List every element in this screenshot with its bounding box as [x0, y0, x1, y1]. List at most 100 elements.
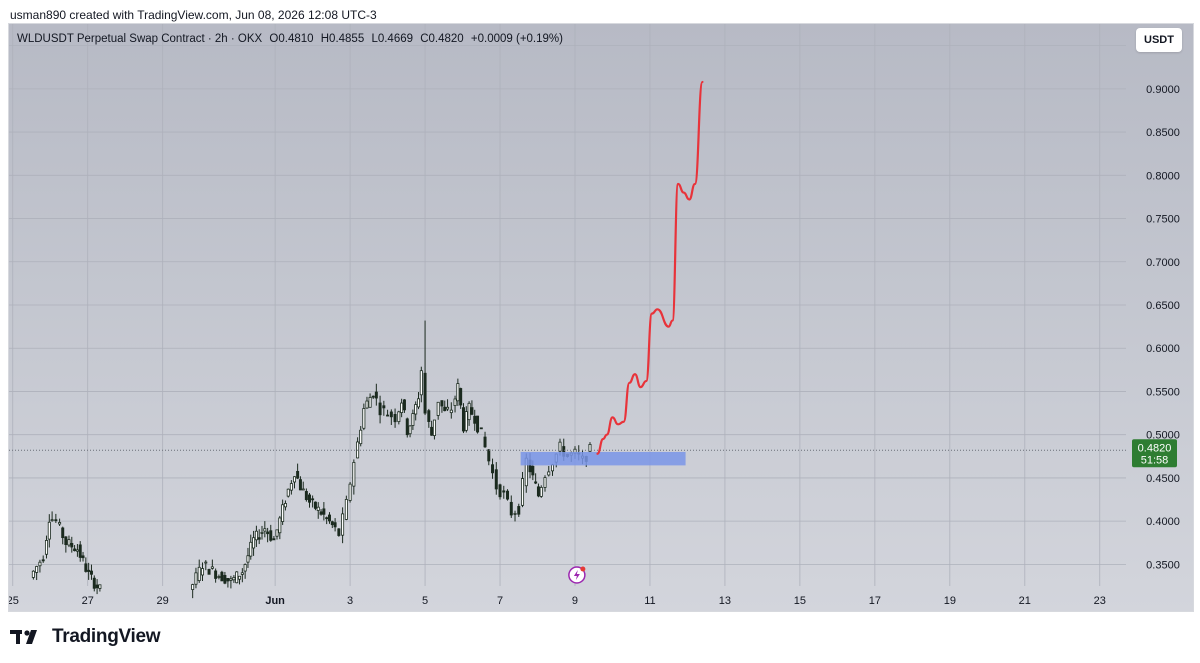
- price-axis-label: 0.6500: [1146, 300, 1180, 312]
- candle-body: [38, 561, 42, 567]
- time-axis-label: 11: [644, 595, 655, 607]
- candle-body: [78, 544, 82, 558]
- candle-body: [35, 566, 39, 573]
- candle-body: [476, 415, 480, 433]
- tradingview-logo[interactable]: TradingView: [10, 626, 161, 648]
- candle-body: [197, 566, 201, 581]
- candle-body: [322, 508, 326, 515]
- price-axis-label: 0.4000: [1146, 516, 1180, 528]
- candle-body: [498, 484, 502, 498]
- price-chart[interactable]: 0.95000.90000.85000.80000.75000.70000.65…: [9, 24, 1193, 611]
- candle-body: [330, 521, 334, 526]
- currency-button[interactable]: USDT: [1136, 28, 1182, 52]
- time-axis-label: 5: [422, 595, 428, 607]
- candle-body: [588, 444, 592, 452]
- candle-body: [98, 584, 102, 589]
- price-axis-label: 0.4500: [1146, 473, 1180, 485]
- candle-body: [275, 529, 279, 537]
- candle-body: [506, 490, 510, 500]
- price-change: +0.0009 (+0.19%): [470, 33, 563, 45]
- candle-body: [464, 411, 468, 431]
- candle-body: [337, 528, 341, 536]
- candle-body: [423, 372, 427, 414]
- time-axis-label: 3: [347, 595, 353, 607]
- time-axis-label: 23: [1094, 595, 1106, 607]
- candle-body: [95, 584, 99, 589]
- candle-body: [517, 506, 521, 515]
- candle-body: [272, 538, 276, 541]
- candle-body: [534, 481, 538, 484]
- candle-body: [319, 511, 323, 515]
- ohlc-close: C0.4820: [420, 33, 464, 45]
- candle-body: [266, 531, 270, 535]
- candle-body: [298, 479, 302, 491]
- candle-body: [348, 483, 352, 501]
- chart-credit: usman890 created with TradingView.com, J…: [10, 8, 377, 22]
- price-axis-label: 0.5500: [1146, 386, 1180, 398]
- candle-body: [368, 396, 372, 408]
- candle-body: [201, 568, 204, 576]
- time-axis-label: 9: [572, 595, 578, 607]
- candle-body: [220, 571, 224, 582]
- candle-body: [301, 488, 305, 491]
- tradingview-brand: TradingView: [52, 626, 161, 647]
- candle-body: [449, 409, 453, 414]
- candle-body: [487, 449, 491, 462]
- time-axis-label: 19: [944, 595, 956, 607]
- candle-body: [419, 370, 423, 396]
- chart-area[interactable]: 0.95000.90000.85000.80000.75000.70000.65…: [8, 23, 1194, 612]
- candle-body: [257, 537, 261, 540]
- candle-body: [214, 570, 218, 579]
- candle-body: [459, 388, 463, 406]
- candle-body: [67, 539, 71, 546]
- candle-body: [269, 530, 273, 541]
- price-axis-label: 0.8000: [1146, 170, 1180, 182]
- candle-body: [531, 465, 535, 476]
- candle-body: [502, 490, 506, 493]
- candle-body: [513, 512, 517, 515]
- candle-body: [539, 487, 543, 497]
- candle-body: [260, 532, 264, 534]
- candle-body: [430, 426, 434, 436]
- candle-body: [473, 415, 477, 424]
- candle-body: [47, 521, 51, 540]
- candle-body: [87, 569, 91, 572]
- candle-body: [521, 478, 525, 506]
- candle-body: [509, 501, 513, 516]
- candle-body: [405, 418, 409, 436]
- tradingview-logo-icon: [10, 630, 37, 644]
- price-axis-label: 0.8500: [1146, 127, 1180, 139]
- lightning-bolt-icon: [573, 570, 580, 580]
- time-axis-label: 27: [82, 595, 94, 607]
- price-tag-value: 0.4820: [1138, 442, 1172, 454]
- candle-body: [204, 561, 208, 564]
- time-axis-label: 21: [1019, 595, 1031, 607]
- candle-body: [92, 577, 96, 589]
- candle-body: [210, 566, 214, 569]
- price-axis-label: 0.7000: [1146, 257, 1180, 269]
- candle-body: [543, 477, 547, 488]
- candle-body: [479, 427, 483, 430]
- candle-body: [440, 400, 444, 407]
- time-axis-label: 7: [497, 595, 503, 607]
- candle-body: [333, 522, 337, 528]
- candle-body: [393, 414, 397, 423]
- candle-body: [400, 402, 404, 413]
- candle-body: [61, 527, 65, 539]
- candle-body: [304, 491, 308, 501]
- candle-body: [417, 398, 420, 408]
- candle-body: [252, 537, 256, 549]
- candle-body: [470, 407, 474, 415]
- candle-body: [436, 401, 440, 416]
- candle-body: [223, 575, 227, 584]
- price-projection-line: [596, 80, 704, 455]
- time-axis-label: 15: [794, 595, 806, 607]
- candle-body: [191, 584, 195, 590]
- price-tag-countdown: 51:58: [1141, 454, 1169, 466]
- symbol-title: WLDUSDT Perpetual Swap Contract · 2h · O…: [17, 33, 263, 45]
- candle-body: [311, 498, 315, 501]
- candle-body: [281, 504, 285, 522]
- candle-body: [232, 576, 236, 581]
- candle-body: [254, 530, 258, 541]
- candle-body: [467, 402, 471, 421]
